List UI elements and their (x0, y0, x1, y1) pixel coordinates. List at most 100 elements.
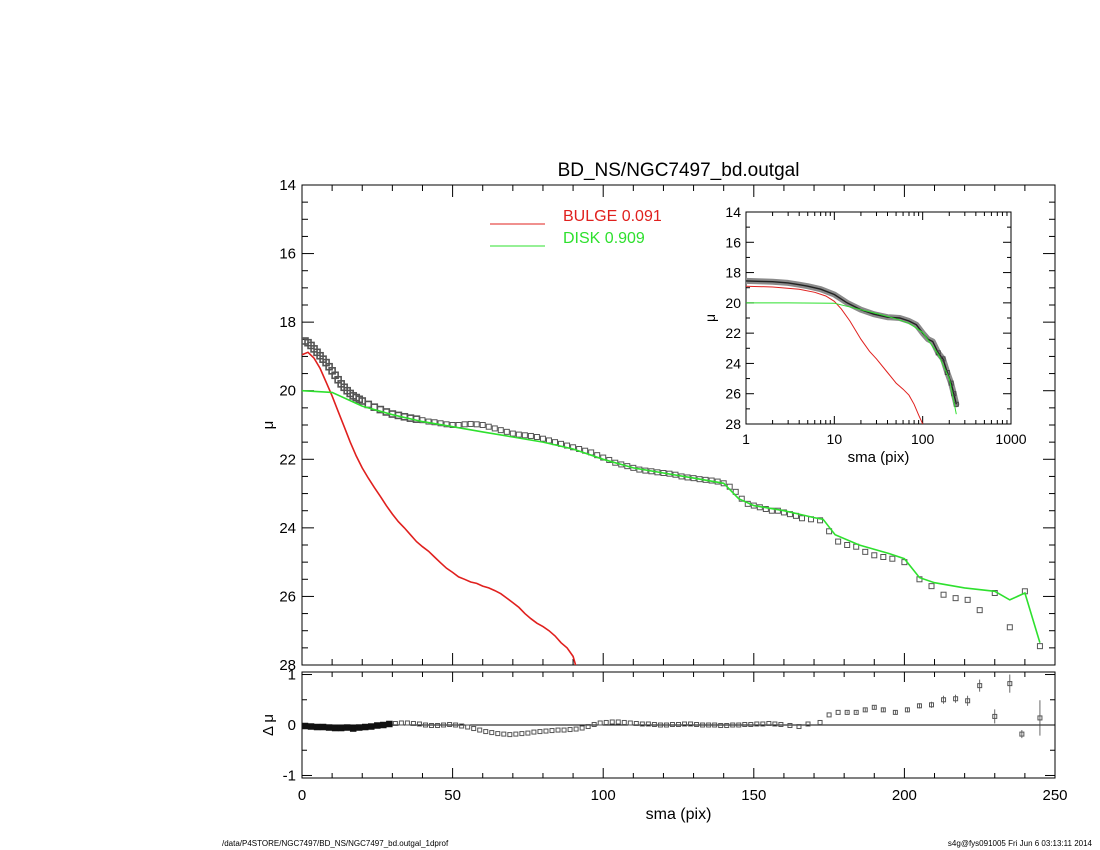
data-point (467, 420, 474, 427)
data-point (461, 421, 468, 428)
data-point (509, 430, 516, 437)
x-tick-label: 0 (298, 787, 306, 804)
residual-point (977, 683, 983, 689)
residual-point (657, 722, 663, 728)
residual-point (766, 720, 772, 726)
residual-point (965, 698, 971, 704)
residual-point (585, 724, 591, 730)
residual-point (471, 726, 477, 732)
residual-point (835, 709, 841, 715)
residual-point (549, 728, 555, 734)
y-tick-label: 28 (279, 657, 296, 674)
residual-point (519, 731, 525, 737)
data-point (479, 422, 486, 428)
residual-point (368, 723, 375, 730)
x-tick-label: 150 (741, 787, 766, 804)
residual-point (398, 720, 404, 726)
residual-point (826, 712, 832, 718)
y-tick-label: 24 (279, 520, 296, 537)
residual-point (441, 722, 447, 728)
residual-point (754, 721, 760, 727)
data-point (732, 488, 739, 495)
residual-point (862, 707, 868, 713)
main-plot-area (302, 337, 1043, 665)
residual-point (787, 723, 793, 729)
residual-y-axis-label: Δ μ (260, 714, 277, 736)
footer-timestamp: s4g@fys091005 Fri Jun 6 03:13:11 2014 (947, 839, 1092, 848)
residual-point (313, 723, 321, 731)
data-point (844, 542, 851, 548)
residual-point (453, 722, 459, 728)
data-point (880, 554, 887, 560)
legend-name: DISK (563, 230, 601, 247)
residual-point (537, 729, 543, 735)
residual-point (621, 719, 627, 725)
x-tick-label: 200 (892, 787, 917, 804)
residual-point (567, 727, 573, 733)
data-point (928, 583, 935, 590)
residual-point (805, 721, 811, 727)
residual-point (531, 729, 537, 735)
residual-y-tick-label: 0 (288, 717, 296, 734)
data-point (431, 419, 438, 426)
residual-point (489, 730, 495, 736)
residual-point (459, 723, 465, 729)
data-point (1006, 624, 1013, 631)
residual-point (603, 719, 609, 725)
residual-point (880, 707, 886, 713)
data-point (964, 596, 971, 603)
data-point (491, 425, 498, 432)
residual-point (941, 697, 947, 703)
legend-fraction: 0.909 (600, 230, 645, 247)
data-point (976, 607, 983, 614)
data-point (1036, 643, 1043, 650)
residual-point (892, 709, 898, 715)
residual-point (513, 731, 519, 737)
residual-point (844, 709, 850, 715)
residual-point (688, 721, 694, 727)
chart-title: BD_NS/NGC7497_bd.outgal (558, 160, 800, 181)
data-point (527, 432, 534, 439)
residual-point (561, 727, 567, 733)
residual-point (307, 723, 315, 730)
inset-y-tick-label: 18 (725, 265, 741, 281)
residual-point (615, 719, 621, 725)
legend-name: BULGE (563, 208, 617, 225)
residual-y-tick-label: 1 (288, 667, 296, 684)
residual-point (724, 723, 730, 729)
residual-point (700, 722, 706, 728)
inset-series-disk-line (746, 302, 957, 415)
data-point (798, 515, 805, 522)
residual-point (355, 724, 363, 731)
residual-point (392, 720, 398, 726)
residual-point (573, 726, 579, 732)
y-axis-label: μ (260, 421, 277, 430)
residual-point (645, 721, 651, 727)
inset-series-bulge-line (746, 285, 924, 424)
residual-point (337, 724, 345, 732)
residual-point (410, 720, 416, 726)
residual-point (302, 722, 309, 730)
y-tick-label: 16 (279, 246, 296, 263)
y-tick-label: 20 (279, 383, 296, 400)
inset-y-tick-label: 14 (725, 204, 741, 220)
residual-point (916, 703, 922, 709)
residual-point (343, 724, 351, 731)
inset-y-tick-label: 24 (725, 355, 741, 371)
inset-y-axis-label: μ (702, 314, 718, 322)
data-point (952, 595, 959, 602)
x-tick-label: 100 (591, 787, 616, 804)
data-point (443, 421, 450, 428)
inset-panel: 14 16 18 20 22 24 26 281 10 100 1000 sma (pix) μ (702, 204, 1027, 466)
residual-point (639, 721, 645, 727)
residual-point (706, 722, 712, 728)
residual-point (663, 722, 669, 728)
inset-x-tick-label: 100 (911, 431, 935, 447)
data-point (871, 552, 878, 559)
residual-point (796, 724, 802, 730)
inset-data-point (940, 356, 946, 362)
data-point (503, 428, 510, 435)
inset-x-tick-label: 10 (827, 431, 843, 447)
y-tick-label: 18 (279, 314, 296, 331)
